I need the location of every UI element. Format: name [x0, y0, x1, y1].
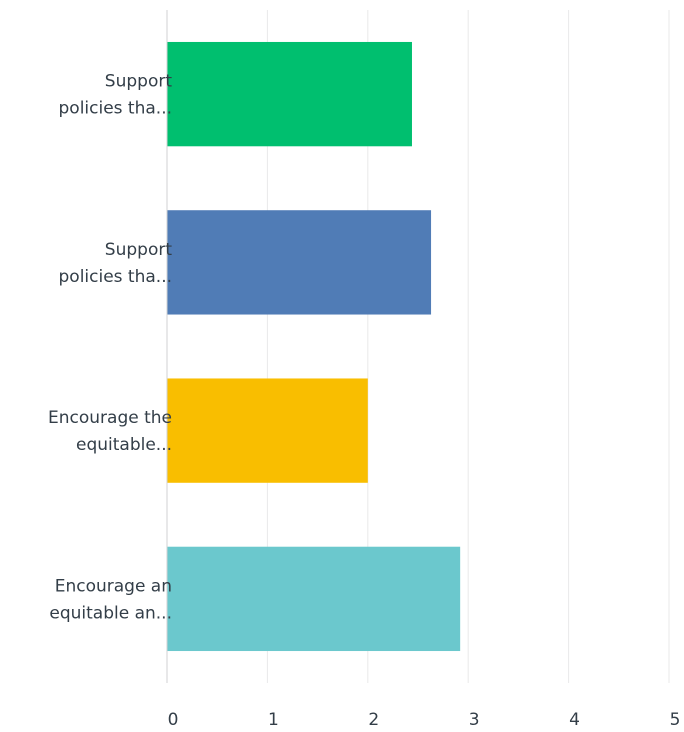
category-label: equitable... — [76, 435, 172, 455]
bar — [167, 210, 432, 315]
category-label: Support — [105, 240, 173, 260]
category-label: equitable an... — [49, 603, 172, 623]
x-tick-label: 4 — [569, 710, 580, 730]
x-tick-label: 1 — [268, 710, 279, 730]
x-tick-label: 3 — [469, 710, 480, 730]
category-label: Encourage the — [48, 408, 172, 428]
category-label: Support — [105, 72, 173, 92]
bar — [167, 41, 412, 147]
bar — [167, 546, 461, 652]
category-label: Encourage an — [55, 576, 172, 596]
x-tick-label: 2 — [368, 710, 379, 730]
category-label: policies tha... — [59, 267, 173, 287]
x-tick-labels: 0 1 2 3 4 5 — [168, 710, 681, 730]
bar — [167, 378, 368, 483]
category-label: policies tha... — [59, 99, 173, 119]
x-tick-label: 0 — [168, 710, 179, 730]
category-labels: Support policies tha... Support policies th… — [48, 72, 172, 624]
x-tick-label: 5 — [670, 710, 681, 730]
bars-group — [167, 41, 461, 652]
